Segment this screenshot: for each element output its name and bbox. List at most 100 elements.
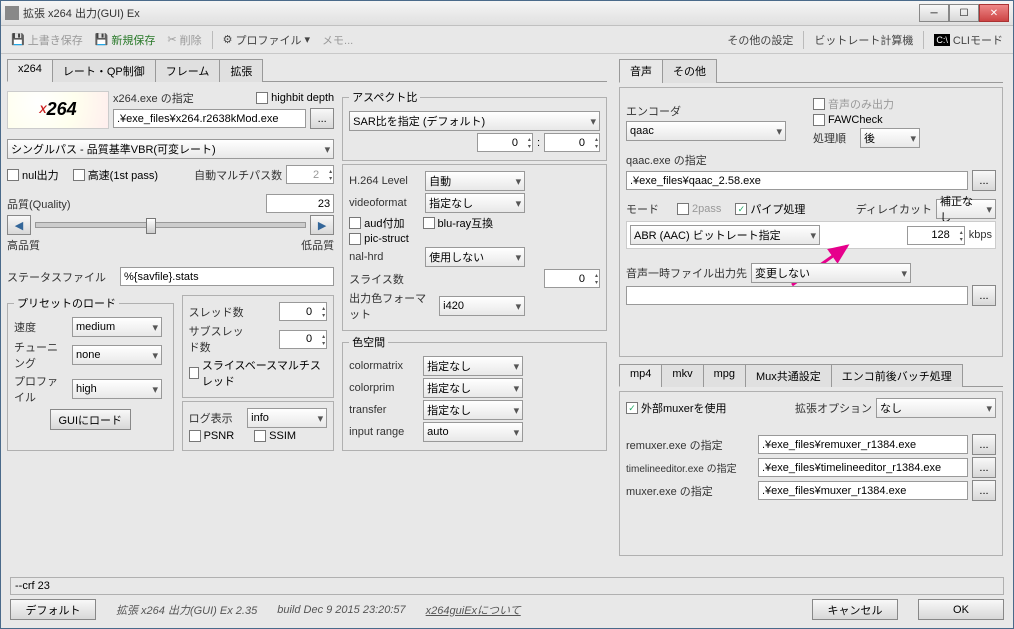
crf-line: --crf 23 [10,577,1004,595]
automulti-label: 自動マルチパス数 [194,167,282,183]
quality-label: 品質(Quality) [7,196,71,212]
exe-path[interactable] [113,109,306,128]
tab-muxcommon[interactable]: Mux共通設定 [745,364,832,387]
remuxer-path[interactable] [758,435,968,454]
close-button[interactable]: ✕ [979,4,1009,22]
right-tabs: 音声 その他 [619,58,1003,83]
profile-select[interactable]: high [72,379,162,399]
extmuxer-check[interactable]: ✓外部muxerを使用 [626,400,727,416]
quality-right[interactable]: ▶ [310,215,334,235]
tab-x264[interactable]: x264 [7,59,53,82]
timeline-path[interactable] [758,458,968,477]
window-title: 拡張 x264 出力(GUI) Ex [23,5,919,21]
sar1[interactable]: 0 [477,133,533,152]
saveas-button[interactable]: 💾新規保存 [91,30,160,50]
tune-select[interactable]: none [72,345,162,365]
tab-frame[interactable]: フレーム [155,59,221,82]
save-button[interactable]: 💾上書き保存 [7,30,87,50]
sar2[interactable]: 0 [544,133,600,152]
tr-select[interactable]: 指定なし [423,400,523,420]
tab-audio[interactable]: 音声 [619,59,663,83]
cp-select[interactable]: 指定なし [423,378,523,398]
pipe-check[interactable]: ✓パイプ処理 [735,201,805,217]
remuxer-browse[interactable]: ... [972,434,996,455]
speed-select[interactable]: medium [72,317,162,337]
vf-select[interactable]: 指定なし [425,193,525,213]
profile-dropdown[interactable]: ⚙プロファイル ▾ [219,30,314,50]
minimize-button[interactable]: ─ [919,4,949,22]
tab-mp4[interactable]: mp4 [619,364,662,387]
2pass-check[interactable]: 2pass [677,203,721,215]
extopt-select[interactable]: なし [876,398,996,418]
audioonly-check[interactable]: 音声のみ出力 [813,96,894,112]
default-button[interactable]: デフォルト [10,599,96,620]
tab-mkv[interactable]: mkv [661,364,703,387]
faw-check[interactable]: FAWCheck [813,114,883,126]
outfmt-select[interactable]: i420 [439,296,525,316]
picstruct-check[interactable]: pic-struct [349,233,409,245]
delete-button[interactable]: ✂削除 [163,30,205,50]
cm-select[interactable]: 指定なし [423,356,523,376]
quality-value[interactable] [266,194,334,213]
stats-label: ステータスファイル [7,269,106,285]
h264-select[interactable]: 自動 [425,171,525,191]
mode-select[interactable]: シングルパス - 品質基準VBR(可変レート) [7,139,334,159]
encoder-label: エンコーダ [626,103,681,119]
stats-file[interactable] [120,267,334,286]
tempout-path[interactable] [626,286,968,305]
delay-select[interactable]: 補正なし [936,199,996,219]
qaac-browse[interactable]: ... [972,170,996,191]
threads-spin[interactable]: 0 [279,302,327,321]
subthreads-spin[interactable]: 0 [279,330,327,349]
nalhrd-select[interactable]: 使用しない [425,247,525,267]
qaac-path[interactable] [626,171,968,190]
muxer-path[interactable] [758,481,968,500]
gui-load-button[interactable]: GUIにロード [50,409,132,430]
ir-select[interactable]: auto [423,422,523,442]
bluray-check[interactable]: blu-ray互換 [423,215,494,231]
aud-check[interactable]: aud付加 [349,215,404,231]
muxer-browse[interactable]: ... [972,480,996,501]
nul-check[interactable]: nul出力 [7,167,59,183]
log-select[interactable]: info [247,408,327,428]
about-link[interactable]: x264guiExについて [426,602,521,618]
exe-label: x264.exe の指定 [113,90,194,106]
build-info: build Dec 9 2015 23:20:57 [277,604,405,616]
cancel-button[interactable]: キャンセル [812,599,898,620]
encoder-select[interactable]: qaac [626,121,786,141]
app-version: 拡張 x264 出力(GUI) Ex 2.35 [116,602,257,618]
quality-left[interactable]: ◀ [7,215,31,235]
ok-button[interactable]: OK [918,599,1004,620]
tab-mpg[interactable]: mpg [703,364,746,387]
ssim-check[interactable]: SSIM [254,430,296,442]
quality-slider[interactable] [35,222,306,228]
aspect-legend: アスペクト比 [349,89,420,105]
slicemulti-check[interactable]: スライスベースマルチスレッド [189,357,328,389]
preset-legend: プリセットのロード [14,295,119,311]
psnr-check[interactable]: PSNR [189,430,235,442]
tempout-select[interactable]: 変更しない [751,263,911,283]
mux-tabs: mp4 mkv mpg Mux共通設定 エンコ前後バッチ処理 [619,363,1003,387]
slices-spin[interactable]: 0 [544,269,600,288]
left-tabs: x264 レート・QP制御 フレーム 拡張 [7,58,607,82]
automulti-spin[interactable]: 2 [286,165,334,184]
audio-mode-select[interactable]: ABR (AAC) ビットレート指定 [630,225,820,245]
exe-browse[interactable]: ... [310,108,334,129]
hq-label: 高品質 [7,237,40,253]
fast-check[interactable]: 高速(1st pass) [73,167,158,183]
tab-batch[interactable]: エンコ前後バッチ処理 [831,364,963,387]
timeline-browse[interactable]: ... [972,457,996,478]
tab-other[interactable]: その他 [662,59,717,83]
tab-rate[interactable]: レート・QP制御 [52,59,156,82]
tempout-browse[interactable]: ... [972,285,996,306]
bitrate-calc[interactable]: ビットレート計算機 [810,30,917,50]
tab-ext[interactable]: 拡張 [219,59,263,82]
bitrate-spin[interactable]: 128 [907,226,965,245]
order-select[interactable]: 後 [860,128,920,148]
highbit-check[interactable]: highbit depth [256,92,334,104]
maximize-button[interactable]: ☐ [949,4,979,22]
cli-mode[interactable]: C:\CLIモード [930,30,1007,50]
aspect-select[interactable]: SAR比を指定 (デフォルト) [349,111,600,131]
other-settings[interactable]: その他の設定 [723,30,797,50]
memo-label: メモ... [318,30,357,50]
